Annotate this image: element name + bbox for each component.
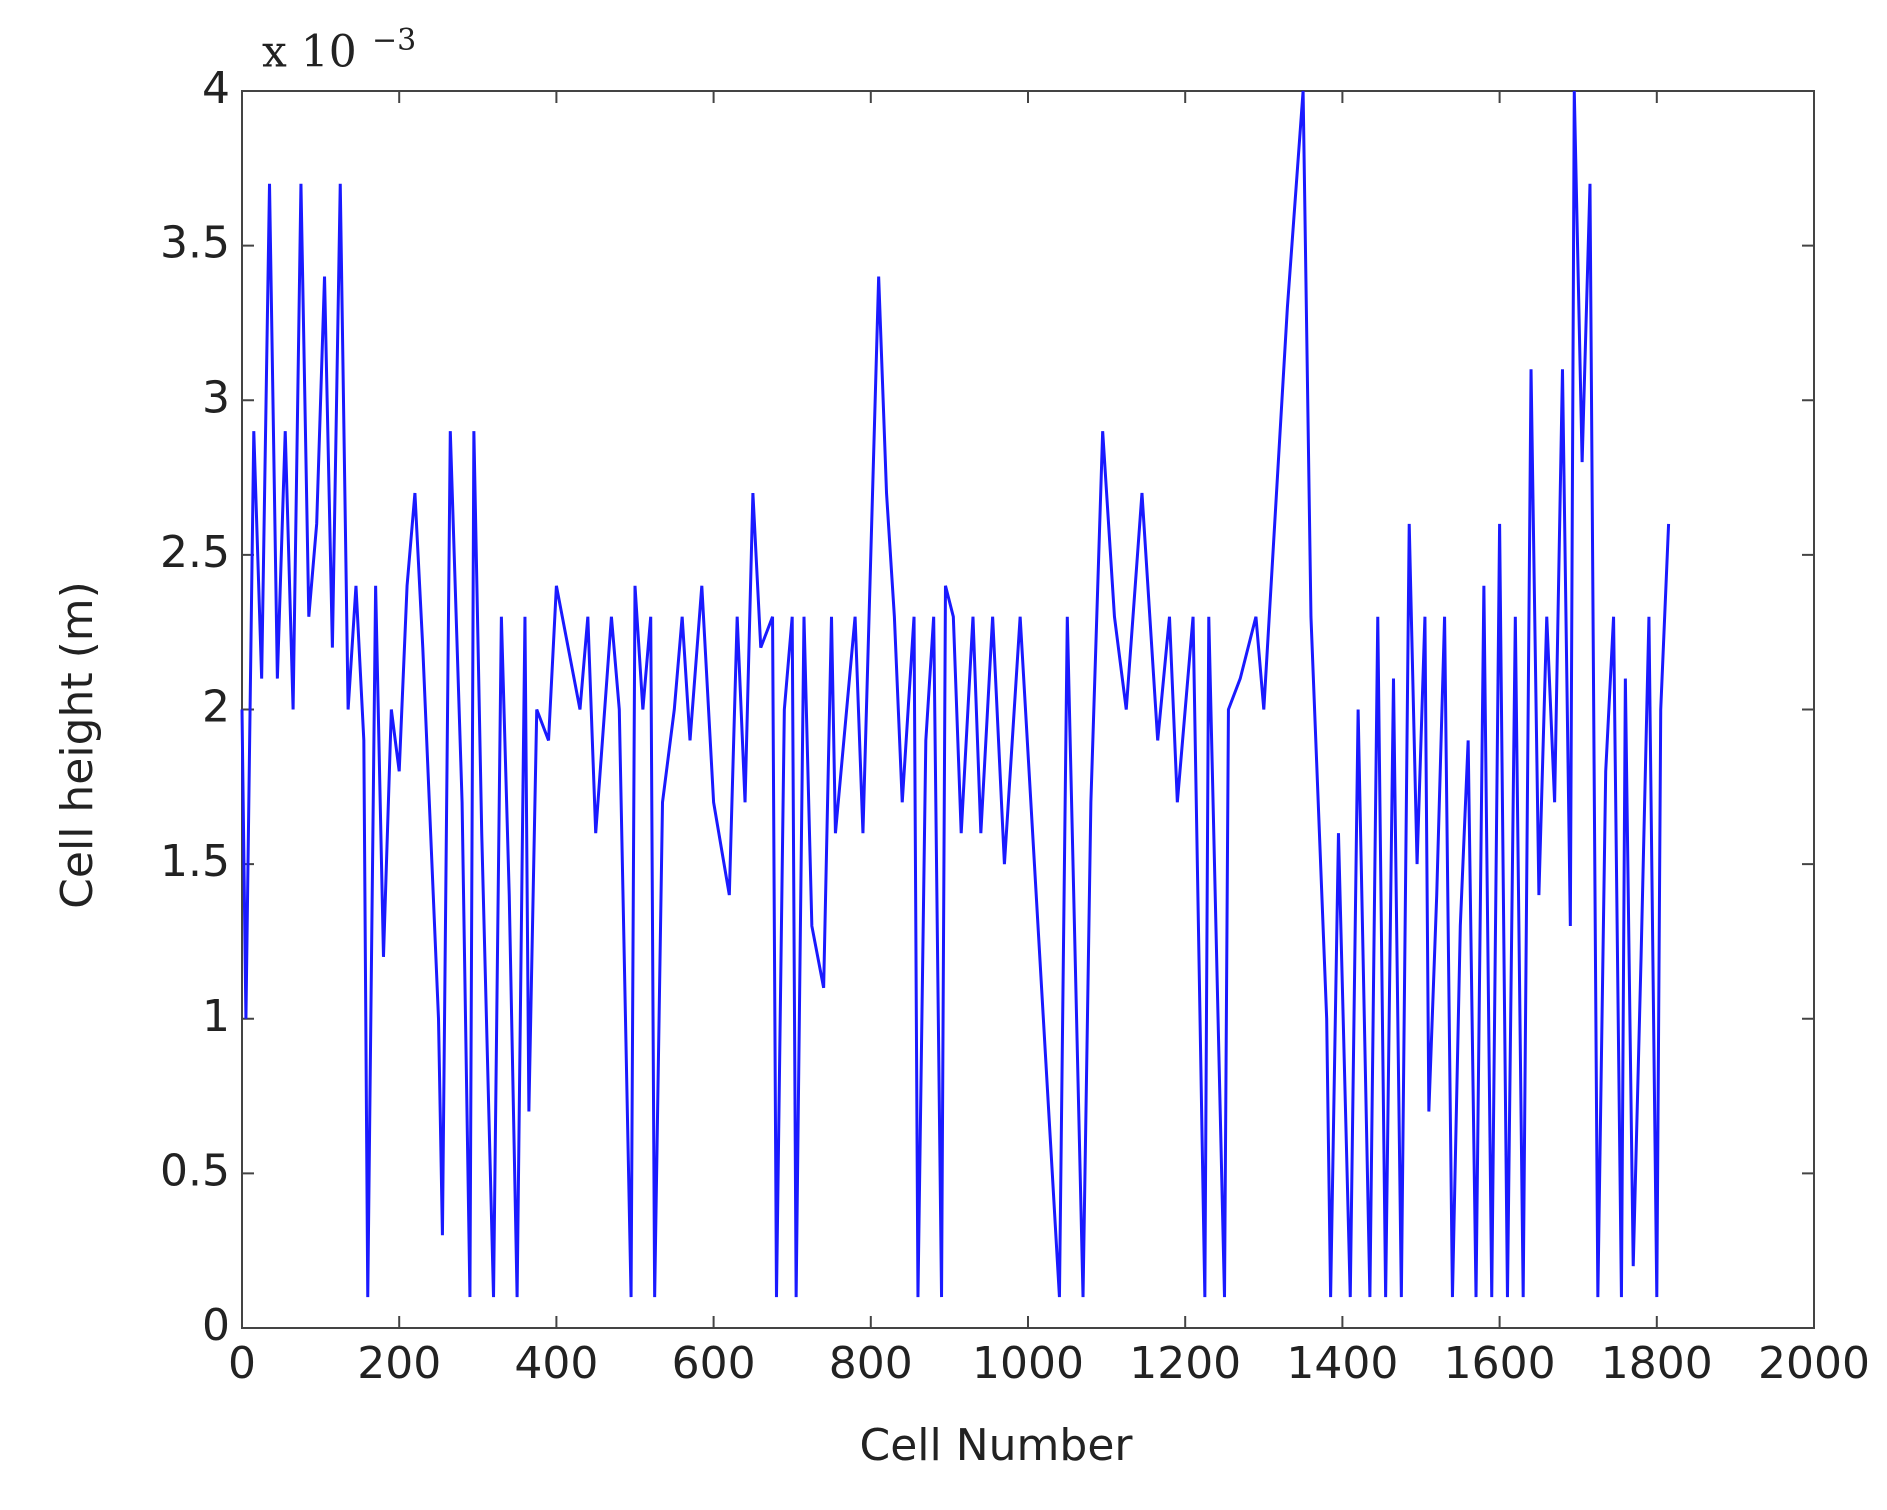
y-tick-label: 2 xyxy=(202,682,230,733)
x-tick-label: 1600 xyxy=(1444,1338,1556,1389)
scale-exponent: −3 xyxy=(372,23,416,58)
y-tick-label: 3 xyxy=(202,372,230,423)
y-tick-label: 0 xyxy=(202,1300,230,1351)
y-tick-label: 1.5 xyxy=(160,836,230,887)
x-tick-label: 600 xyxy=(672,1338,756,1389)
scale-base: x 10 xyxy=(262,27,357,78)
x-tick-label: 800 xyxy=(829,1338,913,1389)
x-tick-label: 1400 xyxy=(1286,1338,1398,1389)
x-tick-label: 400 xyxy=(514,1338,598,1389)
y-tick-label: 4 xyxy=(202,63,230,114)
x-tick-label: 0 xyxy=(228,1338,256,1389)
y-axis-label: Cell height (m) xyxy=(52,581,103,909)
x-tick-label: 1800 xyxy=(1601,1338,1713,1389)
y-tick-label: 1 xyxy=(202,991,230,1042)
x-tick-label: 1000 xyxy=(972,1338,1084,1389)
x-axis-label: Cell Number xyxy=(860,1420,1134,1471)
y-tick-label: 3.5 xyxy=(160,218,230,269)
y-tick-label: 0.5 xyxy=(160,1145,230,1196)
x-tick-label: 2000 xyxy=(1758,1338,1870,1389)
y-tick-label: 2.5 xyxy=(160,527,230,578)
data-line xyxy=(240,90,1671,1298)
x-tick-label: 200 xyxy=(357,1338,441,1389)
x-tick-label: 1200 xyxy=(1129,1338,1241,1389)
